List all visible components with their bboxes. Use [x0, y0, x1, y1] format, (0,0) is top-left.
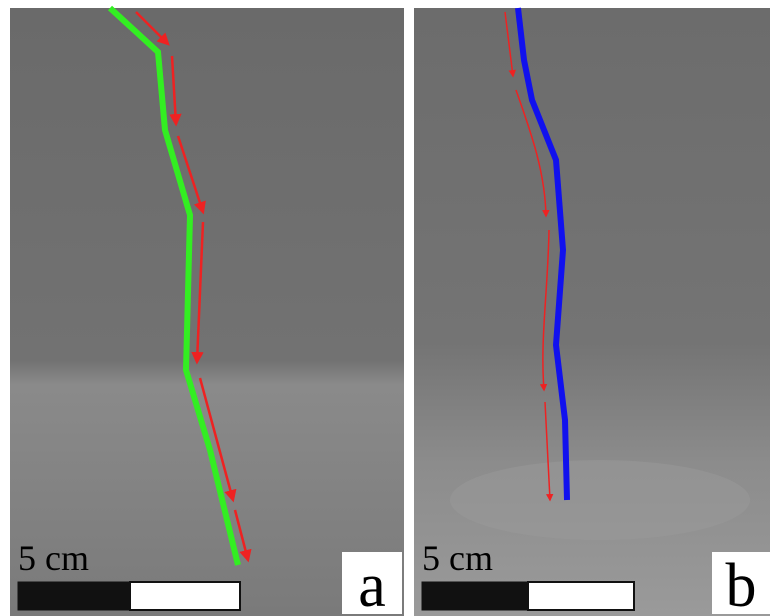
label-box [712, 552, 770, 614]
scale-label: 5 cm [18, 538, 89, 578]
panel-label: b [726, 552, 757, 616]
arrows [504, 11, 554, 502]
label-box [342, 552, 402, 614]
blue-path [515, 7, 570, 501]
photo [10, 8, 404, 616]
panel-b: 5 cm b [414, 7, 770, 616]
arrows [135, 11, 252, 563]
scale-bar-white [527, 581, 635, 611]
panel-a: 5 cm a [10, 5, 404, 616]
scale-bar-white [129, 581, 241, 611]
panel-label: a [358, 552, 386, 616]
scale-bar-black [17, 581, 131, 611]
scale-label: 5 cm [422, 538, 493, 578]
splash [450, 460, 750, 540]
scale-bar-black [421, 581, 529, 611]
green-path [107, 5, 241, 566]
